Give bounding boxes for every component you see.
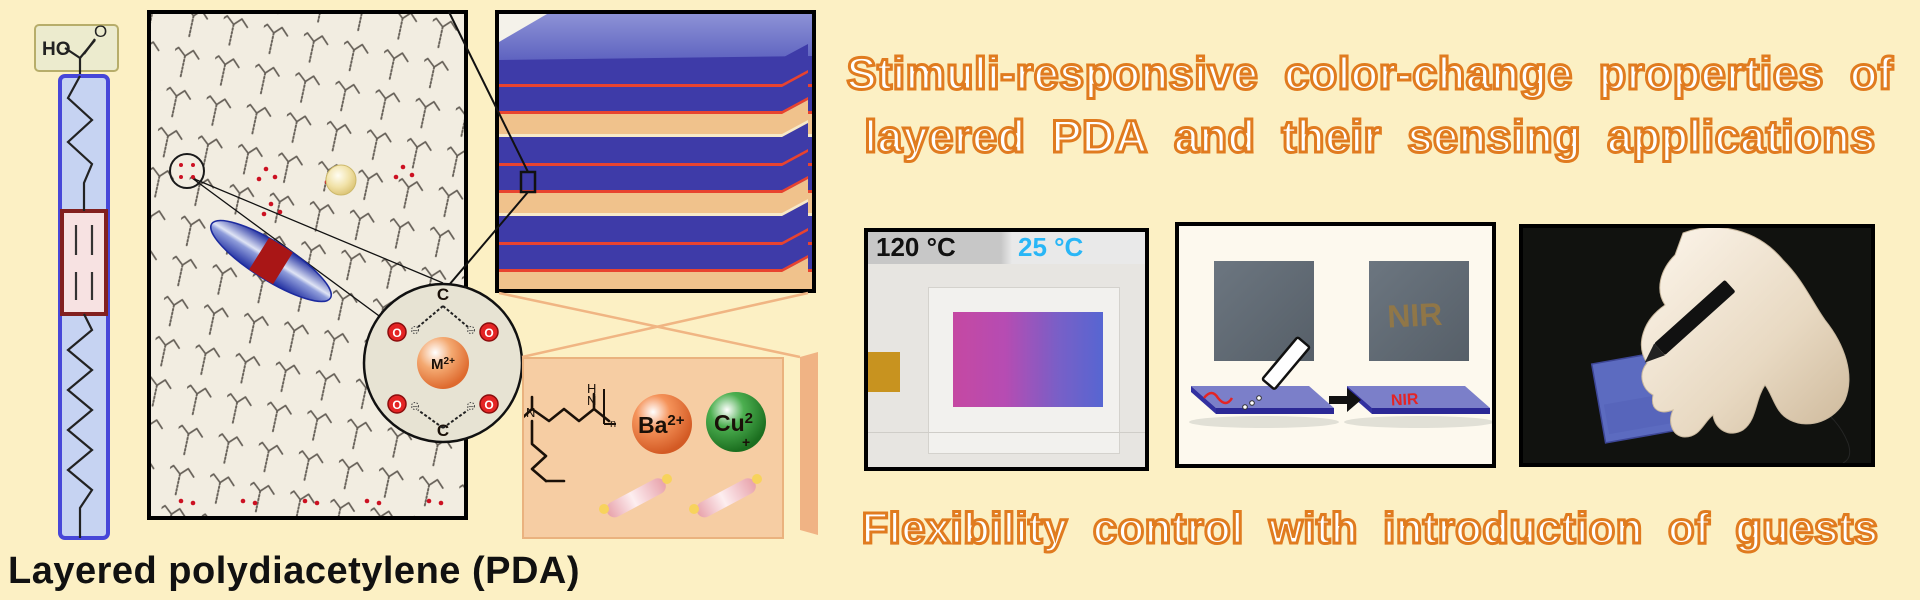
svg-text:+: + (742, 434, 750, 450)
svg-text:−: − (468, 402, 474, 413)
svg-text:O: O (484, 398, 493, 412)
svg-text:O: O (484, 326, 493, 340)
svg-text:−: − (468, 326, 474, 337)
svg-text:N: N (587, 393, 596, 408)
svg-text:NIR: NIR (1391, 391, 1420, 409)
svg-text:O: O (94, 22, 107, 41)
svg-text:N: N (526, 405, 535, 420)
svg-text:NIR: NIR (1386, 296, 1443, 335)
